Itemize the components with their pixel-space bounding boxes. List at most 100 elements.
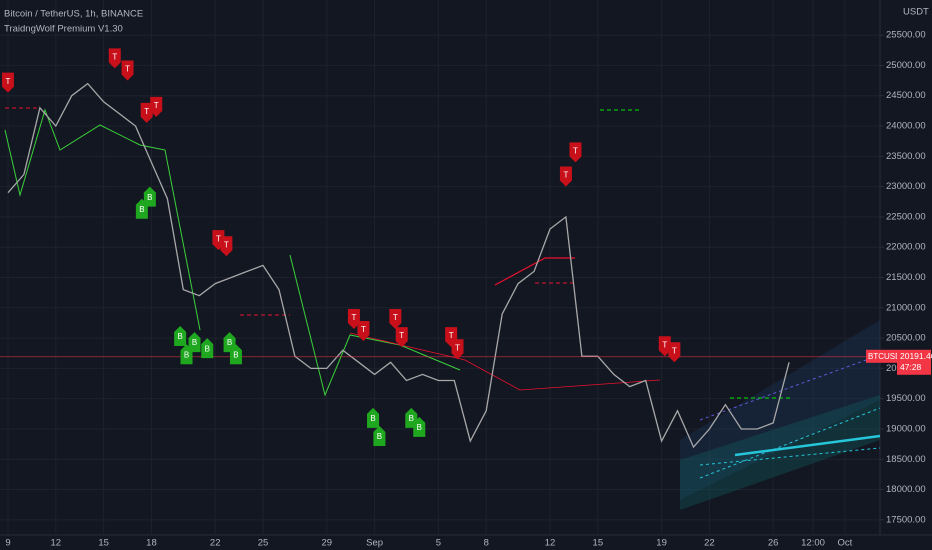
signal-marker (229, 344, 242, 365)
price-line (7, 82, 790, 449)
signal-marker (1, 72, 14, 93)
last-price-symbol-box (866, 349, 897, 363)
signal-marker (174, 326, 187, 347)
x-tick-label: 15 (98, 538, 109, 549)
channel-line (699, 354, 881, 421)
x-tick-label: 25 (258, 538, 269, 549)
signal-marker (559, 166, 572, 187)
signal-label: T (351, 313, 356, 322)
signal-marker (347, 308, 360, 329)
y-tick-label: 24000.00 (886, 121, 926, 132)
x-tick-label: Oct (838, 538, 853, 549)
signal-label: B (177, 332, 182, 341)
channel-fill (680, 395, 880, 510)
signal-label: T (393, 313, 398, 322)
signal-marker (668, 342, 681, 363)
signal-marker (150, 96, 163, 117)
x-tick-label: 12 (545, 538, 556, 549)
signal-label: T (455, 343, 460, 352)
signal-marker (121, 60, 134, 81)
signal-marker (373, 425, 386, 446)
signal-label: T (154, 101, 159, 110)
x-tick-label: 9 (5, 538, 10, 549)
channel-fill (680, 320, 880, 500)
x-tick-label: 19 (656, 538, 667, 549)
signal-label: B (205, 344, 210, 353)
signal-label: B (409, 414, 414, 423)
signal-label: T (125, 65, 130, 74)
signal-label: B (417, 423, 422, 432)
x-tick-label: 29 (322, 538, 333, 549)
signal-label: T (361, 325, 366, 334)
channel-line (699, 407, 881, 479)
signal-label: T (224, 240, 229, 249)
x-tick-label: 18 (146, 538, 157, 549)
y-tick-label: 21000.00 (886, 302, 926, 313)
signal-marker (367, 407, 380, 428)
signal-label: B (139, 205, 144, 214)
y-tick-label: 21500.00 (886, 272, 926, 283)
signal-label: T (449, 331, 454, 340)
x-tick-label: 5 (436, 538, 441, 549)
signal-label: T (672, 346, 677, 355)
signal-marker (108, 48, 121, 69)
signal-marker (140, 102, 153, 123)
signal-marker (357, 321, 370, 342)
y-tick-label: 18000.00 (886, 484, 926, 495)
y-tick-label: 23500.00 (886, 151, 926, 162)
y-tick-label: 24500.00 (886, 90, 926, 101)
x-tick-label: 12:00 (801, 538, 825, 549)
x-tick-label: 22 (210, 538, 221, 549)
last-price-symbol: BTCUSDT (868, 352, 906, 361)
signal-marker (201, 338, 214, 359)
y-tick-label: 22000.00 (886, 242, 926, 253)
y-tick-label: 25000.00 (886, 60, 926, 71)
last-price-value: 20191.46 (900, 351, 932, 361)
signal-marker (413, 416, 426, 437)
signal-label: B (192, 338, 197, 347)
y-tick-label: 22500.00 (886, 211, 926, 222)
signal-label: B (370, 414, 375, 423)
signal-marker (223, 332, 236, 353)
x-tick-label: 26 (768, 538, 779, 549)
signal-label: B (377, 432, 382, 441)
signal-label: B (233, 350, 238, 359)
signal-label: T (573, 146, 578, 155)
signal-marker (395, 327, 408, 348)
signal-label: B (184, 350, 189, 359)
indicator-line (4, 108, 201, 331)
signal-marker (188, 332, 201, 353)
x-tick-label: 12 (51, 538, 62, 549)
indicator-line (494, 257, 575, 286)
signal-marker (389, 308, 402, 329)
signal-label: T (112, 53, 117, 62)
signal-label: B (227, 338, 232, 347)
x-tick-label: Sep (366, 538, 383, 549)
x-tick-label: 22 (704, 538, 715, 549)
signal-marker (220, 236, 233, 257)
y-tick-label: 19500.00 (886, 393, 926, 404)
y-tick-label: 19000.00 (886, 423, 926, 434)
x-tick-label: 15 (593, 538, 604, 549)
signal-label: T (216, 234, 221, 243)
y-tick-label: 25500.00 (886, 30, 926, 41)
signal-marker (143, 186, 156, 207)
signal-label: T (144, 107, 149, 116)
channel-line (699, 447, 881, 466)
y-tick-label: 18500.00 (886, 454, 926, 465)
signal-marker (658, 336, 671, 357)
signal-marker (451, 339, 464, 360)
chart-title: Bitcoin / TetherUS, 1h, BINANCE (4, 9, 143, 20)
last-price-box (897, 349, 931, 375)
signal-marker (569, 142, 582, 163)
signal-label: T (563, 171, 568, 180)
channel-line (734, 434, 881, 457)
signal-label: B (147, 193, 152, 202)
signal-label: T (662, 340, 667, 349)
x-tick-label: 8 (484, 538, 489, 549)
price-axis-unit: USDT (903, 7, 929, 18)
signal-label: T (399, 331, 404, 340)
bar-countdown: 47:28 (900, 362, 922, 372)
